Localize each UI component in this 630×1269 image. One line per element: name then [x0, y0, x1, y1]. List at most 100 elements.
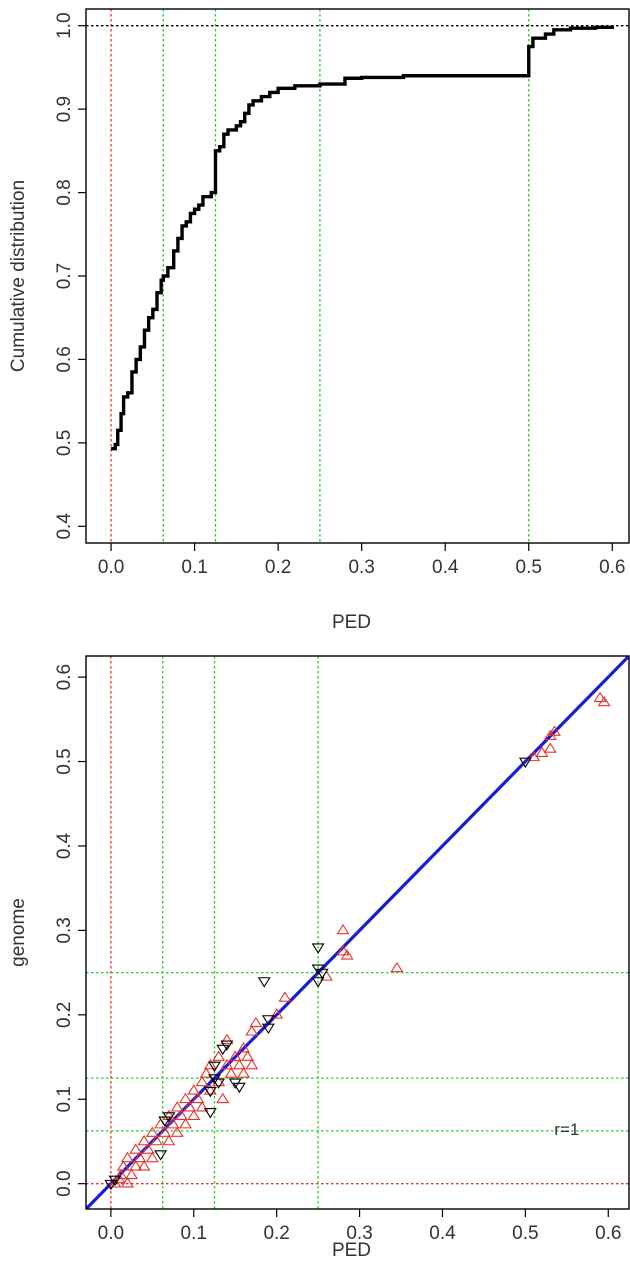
- triangle-up-point: [547, 725, 561, 736]
- triangle-up-point: [336, 944, 350, 956]
- x-tick-label: 0.1: [181, 1223, 207, 1244]
- x-tick-label: 0.0: [98, 1223, 124, 1244]
- triangle-up-point: [145, 1151, 159, 1163]
- triangle-down-point: [315, 968, 329, 980]
- triangle-up-point: [116, 1160, 130, 1171]
- triangle-up-point: [125, 1168, 139, 1180]
- triangle-up-point: [133, 1151, 147, 1163]
- triangle-down-point: [104, 1179, 118, 1191]
- triangle-up-point: [170, 1126, 184, 1137]
- y-tick-label: 0.4: [54, 513, 75, 540]
- triangle-up-point: [149, 1134, 163, 1146]
- triangle-up-point: [195, 1075, 209, 1087]
- y-axis-title: genome: [8, 898, 29, 967]
- correlation-annotation: r=1: [554, 1120, 579, 1139]
- triangle-up-point: [178, 1092, 192, 1104]
- triangle-up-point: [129, 1143, 143, 1154]
- triangle-up-point: [129, 1160, 143, 1171]
- x-tick-label: 0.3: [346, 1223, 372, 1244]
- triangle-up-point: [203, 1058, 217, 1070]
- triangle-up-point: [270, 1008, 284, 1019]
- triangle-up-point: [154, 1118, 168, 1129]
- x-tick-label: 0.2: [263, 1223, 289, 1244]
- triangle-down-point: [518, 757, 532, 769]
- triangle-up-point: [232, 1058, 246, 1070]
- y-tick-label: 0.3: [54, 917, 75, 943]
- triangle-down-point: [208, 1061, 221, 1073]
- triangle-up-point: [593, 691, 607, 703]
- triangle-up-point: [120, 1177, 134, 1188]
- x-axis-title: PED: [332, 612, 371, 633]
- x-tick-label: 0.6: [599, 557, 625, 578]
- triangle-down-point: [261, 1023, 275, 1035]
- triangle-up-point: [241, 1050, 255, 1061]
- y-tick-label: 0.0: [54, 1170, 75, 1196]
- triangle-down-point: [220, 1040, 234, 1051]
- y-axis-title: Cumulative distribution: [8, 180, 29, 372]
- triangle-down-point: [216, 1044, 230, 1056]
- y-tick-label: 1.0: [54, 12, 75, 38]
- triangle-up-point: [137, 1134, 151, 1146]
- x-tick-label: 0.1: [181, 557, 207, 578]
- fit-line: [86, 656, 629, 1209]
- x-tick-label: 0.4: [429, 1223, 456, 1244]
- triangle-up-point: [237, 1042, 251, 1053]
- plot-area: [86, 9, 629, 543]
- triangle-up-point: [187, 1084, 201, 1095]
- y-tick-label: 0.9: [54, 96, 75, 122]
- y-tick-label: 0.5: [54, 430, 75, 456]
- x-tick-label: 0.5: [516, 557, 542, 578]
- triangle-up-point: [162, 1134, 176, 1146]
- triangle-up-point: [220, 1058, 234, 1070]
- triangle-down-point: [203, 1086, 217, 1098]
- y-tick-label: 0.8: [54, 179, 75, 205]
- triangle-down-point: [311, 977, 325, 988]
- x-tick-label: 0.2: [265, 557, 291, 578]
- triangle-up-point: [278, 991, 292, 1002]
- triangle-up-point: [220, 1033, 234, 1044]
- triangle-up-point: [158, 1126, 172, 1137]
- triangle-down-point: [203, 1108, 217, 1119]
- y-tick-label: 0.1: [54, 1086, 75, 1112]
- triangle-up-point: [114, 1168, 128, 1180]
- triangle-down-point: [108, 1175, 122, 1186]
- triangle-up-point: [187, 1109, 201, 1120]
- triangle-down-point: [162, 1112, 176, 1123]
- y-tick-label: 0.6: [54, 664, 75, 690]
- triangle-down-point: [158, 1116, 172, 1127]
- triangle-down-point: [311, 943, 325, 954]
- triangle-up-point: [191, 1092, 205, 1104]
- triangle-up-point: [183, 1101, 197, 1112]
- triangle-up-point: [336, 923, 350, 935]
- triangle-down-point: [212, 1078, 226, 1089]
- plot-frame: [85, 655, 630, 1210]
- triangle-up-point: [390, 961, 404, 973]
- x-tick-label: 0.6: [595, 1223, 621, 1244]
- triangle-up-point: [141, 1143, 155, 1154]
- triangle-up-point: [174, 1109, 188, 1120]
- y-tick-label: 0.4: [54, 832, 75, 859]
- x-axis-title: PED: [332, 1240, 371, 1261]
- y-tick-label: 0.6: [54, 346, 75, 372]
- triangle-up-point: [120, 1151, 134, 1163]
- plot-area: [86, 656, 629, 1209]
- triangle-down-point: [257, 977, 271, 988]
- x-tick-label: 0.4: [432, 557, 459, 578]
- cumulative-distribution-line: [111, 25, 614, 451]
- y-tick-label: 0.7: [54, 263, 75, 289]
- triangle-up-point: [145, 1126, 159, 1137]
- y-tick-label: 0.2: [54, 1002, 75, 1028]
- triangle-up-point: [178, 1118, 192, 1129]
- y-tick-label: 0.5: [54, 748, 75, 774]
- triangle-down-point: [154, 1150, 168, 1161]
- triangle-up-point: [137, 1160, 151, 1171]
- triangle-down-point: [261, 1015, 275, 1026]
- triangle-up-point: [195, 1101, 209, 1112]
- triangle-up-point: [199, 1067, 213, 1078]
- triangle-up-point: [203, 1084, 217, 1095]
- x-tick-label: 0.5: [512, 1223, 538, 1244]
- triangle-up-point: [249, 1016, 263, 1028]
- triangle-down-point: [232, 1082, 246, 1094]
- x-tick-label: 0.0: [98, 557, 124, 578]
